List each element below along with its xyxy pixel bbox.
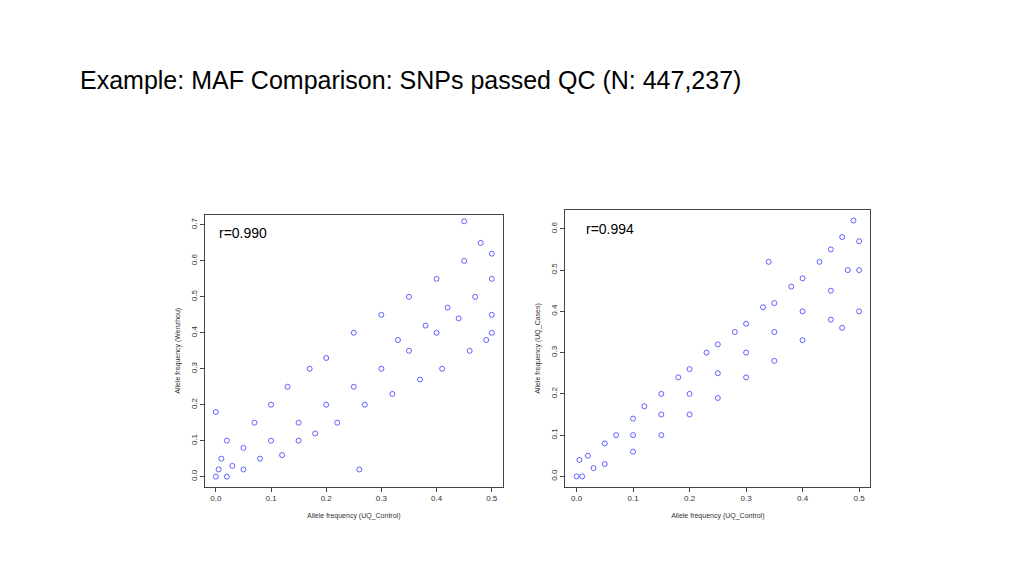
svg-text:0.4: 0.4: [550, 304, 559, 316]
html-text:Example: MAF Comparison: SNPs: Example: MAF Comparison: SNPs passed QC …: [80, 66, 742, 94]
svg-text:0.2: 0.2: [684, 494, 696, 503]
svg-text:0.5: 0.5: [854, 494, 866, 503]
svg-text:0.0: 0.0: [571, 494, 583, 503]
svg-text:0.1: 0.1: [265, 494, 277, 503]
svg-text:0.6: 0.6: [190, 254, 199, 266]
svg-text:0.5: 0.5: [190, 290, 199, 302]
svg-text:0.5: 0.5: [550, 263, 559, 275]
svg-text:Allele frequency (UQ_Control): Allele frequency (UQ_Control): [307, 512, 400, 520]
svg-text:0.2: 0.2: [550, 387, 559, 399]
svg-text:0.2: 0.2: [190, 397, 199, 409]
svg-text:0.3: 0.3: [376, 494, 388, 503]
svg-text:0.3: 0.3: [550, 345, 559, 357]
svg-text:0.7: 0.7: [190, 218, 199, 230]
svg-text:0.4: 0.4: [431, 494, 443, 503]
svg-text:0.5: 0.5: [486, 494, 498, 503]
svg-text:r=0.994: r=0.994: [586, 221, 634, 237]
svg-text:0.3: 0.3: [741, 494, 753, 503]
svg-text:0.1: 0.1: [550, 428, 559, 440]
svg-text:0.4: 0.4: [190, 325, 199, 337]
svg-text:0.0: 0.0: [550, 469, 559, 481]
svg-text:0.3: 0.3: [190, 361, 199, 373]
svg-text:Allele frequency (UQ_Cases): Allele frequency (UQ_Cases): [534, 303, 542, 394]
svg-text:0.0: 0.0: [210, 494, 222, 503]
svg-text:Allele frequency (UQ_Control): Allele frequency (UQ_Control): [671, 512, 764, 520]
svg-text:0.1: 0.1: [190, 433, 199, 445]
svg-text:0.0: 0.0: [190, 469, 199, 481]
svg-text:0.6: 0.6: [550, 222, 559, 234]
svg-text:r=0.990: r=0.990: [219, 225, 267, 241]
svg-text:0.2: 0.2: [321, 494, 333, 503]
svg-text:0.1: 0.1: [627, 494, 639, 503]
svg-text:Allele frequency (Wenzhou): Allele frequency (Wenzhou): [174, 308, 182, 394]
svg-text:0.4: 0.4: [797, 494, 809, 503]
